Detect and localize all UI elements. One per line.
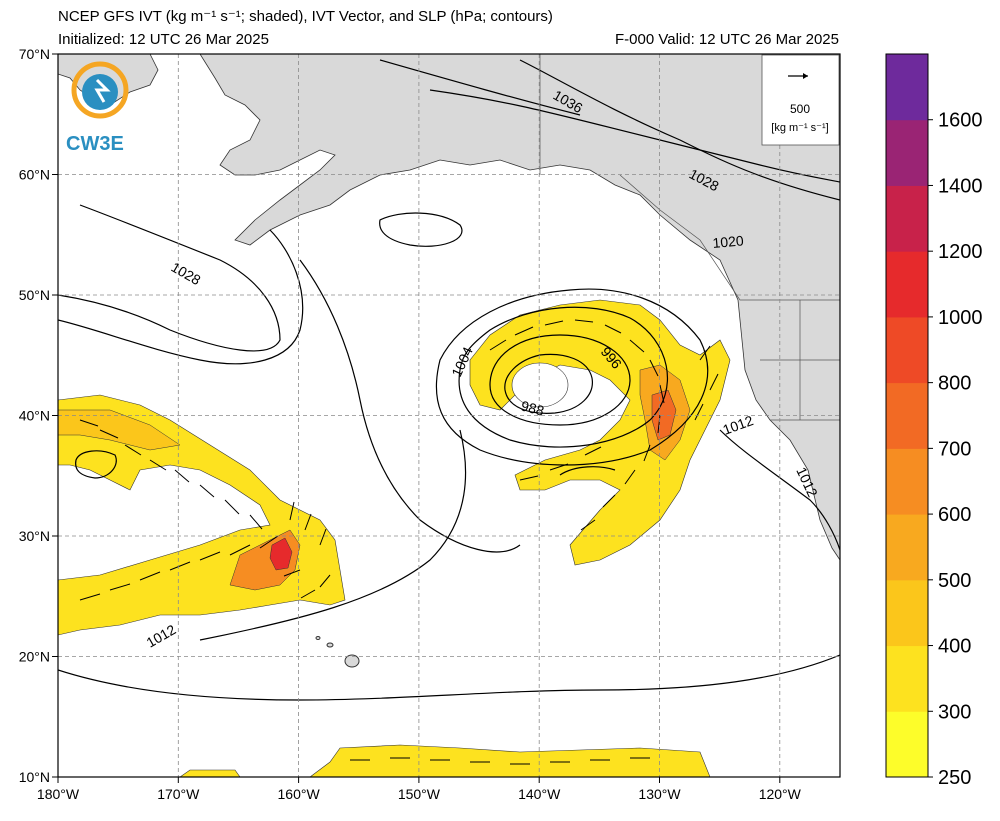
colorbar-tick-label: 500 <box>938 570 971 592</box>
reference-vector-value: 500 <box>790 102 810 116</box>
colorbar-tick-label: 250 <box>938 767 971 789</box>
lat-lon-grid <box>58 54 840 777</box>
lat-tick-label: 30°N <box>19 528 50 544</box>
ivt-band-tropics <box>309 744 711 777</box>
colorbar-tick-label: 1400 <box>938 175 983 197</box>
lon-tick-label: 180°W <box>37 786 80 802</box>
ivt-colorbar: 250 300 400 500 600 700 800 1000 1200 1400 1600 <box>885 53 983 789</box>
map-title: NCEP GFS IVT (kg m⁻¹ s⁻¹; shaded), IVT V… <box>58 8 553 25</box>
reference-arrowhead-icon <box>803 73 808 79</box>
hawaii-island-small <box>326 642 334 648</box>
colorbar-tick-label: 1000 <box>938 307 983 329</box>
longitude-axis: 180°W 170°W 160°W 150°W 140°W 130°W 120°… <box>37 786 802 802</box>
reference-vector-units: [kg m⁻¹ s⁻¹] <box>771 122 828 134</box>
slp-contours <box>58 59 840 701</box>
colorbar-segment <box>886 448 928 515</box>
colorbar-tick-label: 400 <box>938 636 971 658</box>
ivt-max-central-pacific <box>269 537 293 571</box>
political-borders <box>539 54 840 421</box>
colorbar-tick-label: 700 <box>938 438 971 460</box>
lon-tick-label: 130°W <box>638 786 681 802</box>
logo-text: CW3E <box>66 133 124 155</box>
latitude-tick-marks <box>52 53 58 778</box>
colorbar-frame <box>885 53 929 778</box>
initialized-time: Initialized: 12 UTC 26 Mar 2025 <box>58 31 269 48</box>
colorbar-segment <box>886 119 928 186</box>
colorbar-segment <box>886 711 928 778</box>
longitude-tick-marks <box>57 777 781 783</box>
colorbar-segment <box>886 382 928 449</box>
colorbar-tick-label: 1200 <box>938 241 983 263</box>
hawaii-island-small <box>315 636 321 640</box>
lightning-icon <box>94 78 111 103</box>
colorbar-segment <box>886 645 928 712</box>
lat-tick-label: 10°N <box>19 769 50 785</box>
slp-label: 988 <box>519 397 546 419</box>
ivt-band-tropics-west <box>179 769 241 777</box>
lon-tick-label: 140°W <box>518 786 561 802</box>
colorbar-segment <box>886 54 928 121</box>
colorbar-segment <box>886 316 928 384</box>
colorbar-tick-label: 600 <box>938 504 971 526</box>
lat-tick-label: 70°N <box>19 46 50 62</box>
ivt-vectors <box>79 319 719 765</box>
cw3e-logo-icon <box>82 74 118 110</box>
ivt-max-ne-pacific <box>651 389 677 441</box>
ivt-west-band <box>58 409 181 451</box>
slp-label: 1020 <box>712 232 745 251</box>
cw3e-logo-icon <box>71 61 129 119</box>
colorbar-segment <box>886 514 928 581</box>
latitude-axis: 70°N 60°N 50°N 40°N 30°N 20°N 10°N <box>19 46 50 785</box>
hawaii-island <box>344 654 360 668</box>
lon-tick-label: 170°W <box>157 786 200 802</box>
cyclone-center-gap <box>511 362 569 408</box>
lon-tick-label: 150°W <box>398 786 441 802</box>
reference-vector-box: 500 [kg m⁻¹ s⁻¹] <box>761 54 840 146</box>
colorbar-segment <box>886 185 928 252</box>
colorbar-tick-label: 1600 <box>938 110 983 132</box>
alaska-land <box>199 54 840 561</box>
lon-tick-label: 160°W <box>278 786 321 802</box>
valid-time: F-000 Valid: 12 UTC 26 Mar 2025 <box>615 31 839 48</box>
lon-tick-label: 120°W <box>759 786 802 802</box>
cw3e-logo: CW3E <box>66 61 129 155</box>
lat-tick-label: 20°N <box>19 649 50 665</box>
colorbar-segment <box>886 251 928 318</box>
lat-tick-label: 50°N <box>19 287 50 303</box>
lat-tick-label: 60°N <box>19 167 50 183</box>
lat-tick-label: 40°N <box>19 408 50 424</box>
colorbar-tick-label: 800 <box>938 373 971 395</box>
colorbar-segment <box>886 579 928 647</box>
colorbar-tick-label: 300 <box>938 701 971 723</box>
map-panel: 1036 1028 1020 1028 1004 996 988 1012 10… <box>58 54 840 777</box>
